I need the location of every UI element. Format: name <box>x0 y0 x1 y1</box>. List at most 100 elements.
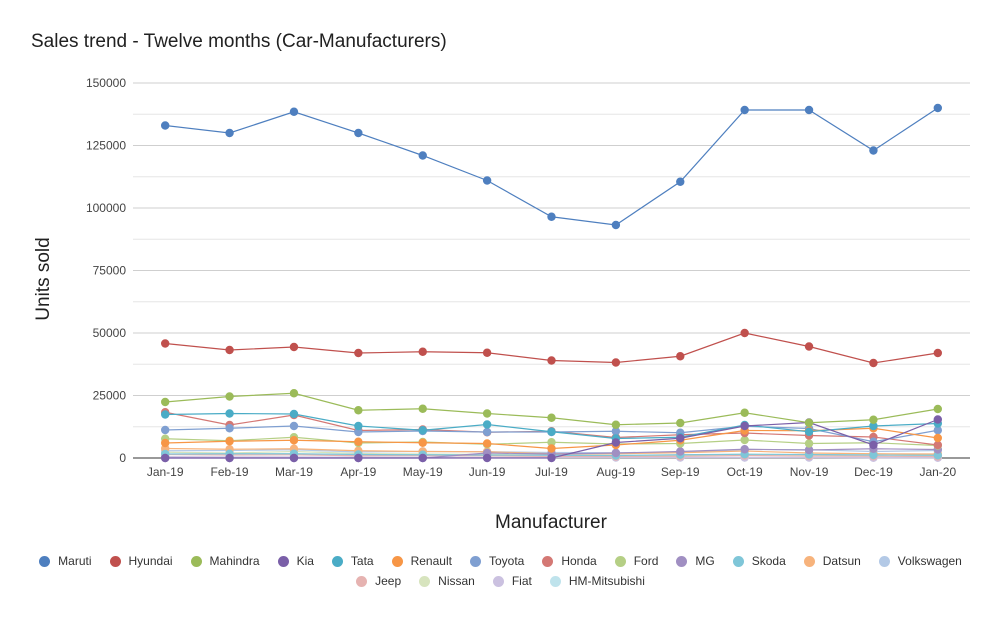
data-point-kia[interactable] <box>418 453 427 463</box>
data-point-tata[interactable] <box>160 410 170 419</box>
data-point-hyundai[interactable] <box>869 358 878 368</box>
data-point-kia[interactable] <box>869 440 878 450</box>
data-point-toyota[interactable] <box>160 425 170 435</box>
data-point-maruti[interactable] <box>804 105 814 115</box>
data-point-tata[interactable] <box>289 409 299 419</box>
data-point-toyota[interactable] <box>611 427 621 436</box>
data-point-kia[interactable] <box>933 415 943 424</box>
data-point-tata[interactable] <box>547 427 556 436</box>
data-point-mahindra[interactable] <box>611 420 621 429</box>
data-point-kia[interactable] <box>160 453 170 463</box>
data-point-mg[interactable] <box>611 448 621 458</box>
data-point-mahindra[interactable] <box>482 409 492 418</box>
data-point-toyota[interactable] <box>482 427 492 437</box>
data-point-kia[interactable] <box>547 453 556 463</box>
data-point-maruti[interactable] <box>418 151 427 160</box>
data-point-maruti[interactable] <box>869 146 878 155</box>
data-point-skoda[interactable] <box>869 450 878 460</box>
data-point-renault[interactable] <box>547 444 556 453</box>
legend-item-nissan[interactable]: Nissan <box>419 574 475 588</box>
legend-item-volkswagen[interactable]: Volkswagen <box>878 554 962 568</box>
data-point-toyota[interactable] <box>225 424 234 433</box>
data-point-tata[interactable] <box>354 421 363 431</box>
data-point-mahindra[interactable] <box>289 389 299 398</box>
data-point-ford[interactable] <box>804 439 814 448</box>
data-point-kia[interactable] <box>289 453 299 463</box>
data-point-hyundai[interactable] <box>547 356 556 365</box>
legend-item-kia[interactable]: Kia <box>277 554 314 568</box>
data-point-kia[interactable] <box>676 434 685 443</box>
data-point-tata[interactable] <box>418 426 427 435</box>
data-point-mahindra[interactable] <box>740 408 749 417</box>
data-point-maruti[interactable] <box>354 128 363 138</box>
data-point-ford[interactable] <box>547 438 556 447</box>
data-point-maruti[interactable] <box>611 220 621 230</box>
data-point-kia[interactable] <box>482 453 492 463</box>
data-point-ford[interactable] <box>740 435 749 445</box>
data-point-mg[interactable] <box>804 445 814 455</box>
data-point-tata[interactable] <box>869 421 878 431</box>
data-point-renault[interactable] <box>160 438 170 448</box>
data-point-kia[interactable] <box>225 453 234 463</box>
data-point-hyundai[interactable] <box>676 352 685 361</box>
data-point-honda[interactable] <box>933 440 943 450</box>
data-point-toyota[interactable] <box>354 427 363 437</box>
data-point-mg[interactable] <box>740 445 749 454</box>
data-point-renault[interactable] <box>418 438 427 447</box>
legend-item-toyota[interactable]: Toyota <box>469 554 524 568</box>
data-point-maruti[interactable] <box>547 212 556 221</box>
legend-item-renault[interactable]: Renault <box>391 554 452 568</box>
data-point-hyundai[interactable] <box>354 348 363 358</box>
data-point-mahindra[interactable] <box>676 418 685 428</box>
data-point-maruti[interactable] <box>160 121 170 130</box>
data-point-mahindra[interactable] <box>354 406 363 415</box>
data-point-hyundai[interactable] <box>740 328 749 338</box>
data-point-maruti[interactable] <box>933 103 943 113</box>
legend-item-mg[interactable]: MG <box>676 554 715 568</box>
legend-item-skoda[interactable]: Skoda <box>732 554 786 568</box>
data-point-hyundai[interactable] <box>160 339 170 348</box>
data-point-tata[interactable] <box>804 427 814 436</box>
legend-item-hm-mitsubishi[interactable]: HM-Mitsubishi <box>549 574 645 588</box>
data-point-renault[interactable] <box>354 437 363 446</box>
data-point-mg[interactable] <box>676 447 685 456</box>
legend-item-jeep[interactable]: Jeep <box>356 574 401 588</box>
data-point-tata[interactable] <box>482 420 492 429</box>
legend-item-tata[interactable]: Tata <box>331 554 374 568</box>
data-point-toyota[interactable] <box>933 426 943 435</box>
data-point-tata[interactable] <box>225 409 234 418</box>
legend-item-mahindra[interactable]: Mahindra <box>190 554 260 568</box>
data-point-hyundai[interactable] <box>225 345 234 355</box>
data-point-mahindra[interactable] <box>869 415 878 424</box>
data-point-hyundai[interactable] <box>804 342 814 351</box>
legend-item-datsun[interactable]: Datsun <box>803 554 861 568</box>
data-point-toyota[interactable] <box>289 421 299 431</box>
data-point-hyundai[interactable] <box>418 347 427 356</box>
data-point-kia[interactable] <box>611 438 621 447</box>
legend-item-fiat[interactable]: Fiat <box>492 574 532 588</box>
data-point-kia[interactable] <box>740 421 749 431</box>
data-point-maruti[interactable] <box>482 176 492 185</box>
data-point-renault[interactable] <box>933 433 943 443</box>
data-point-mahindra[interactable] <box>933 404 943 414</box>
data-point-maruti[interactable] <box>676 177 685 186</box>
legend-item-honda[interactable]: Honda <box>542 554 597 568</box>
data-point-maruti[interactable] <box>289 107 299 116</box>
data-point-hyundai[interactable] <box>933 348 943 358</box>
data-point-mahindra[interactable] <box>804 418 814 427</box>
data-point-renault[interactable] <box>289 436 299 445</box>
data-point-hyundai[interactable] <box>289 342 299 352</box>
data-point-hyundai[interactable] <box>482 348 492 357</box>
data-point-kia[interactable] <box>354 453 363 463</box>
data-point-skoda[interactable] <box>933 451 943 460</box>
data-point-hyundai[interactable] <box>611 358 621 367</box>
data-point-mahindra[interactable] <box>225 392 234 401</box>
data-point-mahindra[interactable] <box>418 404 427 413</box>
legend-item-ford[interactable]: Ford <box>614 554 658 568</box>
data-point-renault[interactable] <box>225 437 234 446</box>
data-point-renault[interactable] <box>482 439 492 448</box>
data-point-mahindra[interactable] <box>547 413 556 422</box>
data-point-mahindra[interactable] <box>160 397 170 407</box>
data-point-maruti[interactable] <box>225 128 234 138</box>
legend-item-hyundai[interactable]: Hyundai <box>109 554 173 568</box>
